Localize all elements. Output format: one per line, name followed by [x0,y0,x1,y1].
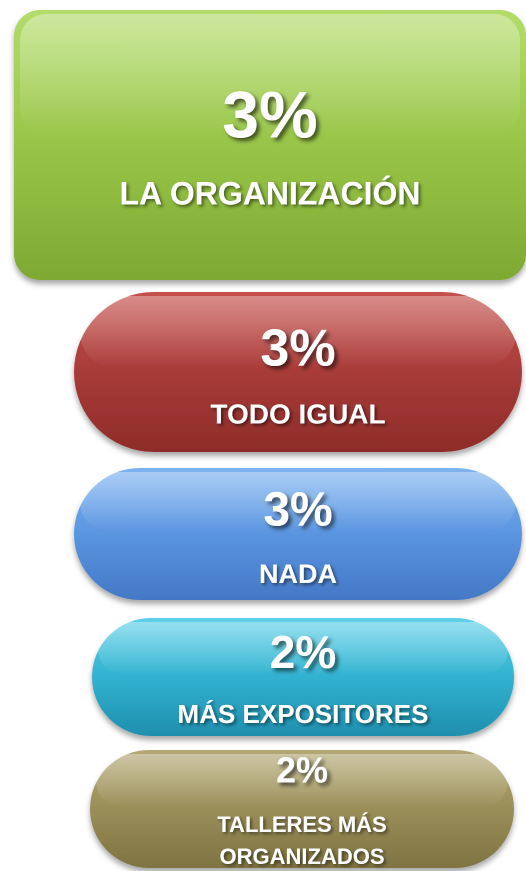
item-percent: 3% [222,77,317,151]
item-percent: 3% [263,484,332,537]
item-gloss [98,622,508,676]
item-percent: 3% [260,320,335,378]
item-label: TALLERES MÁS [217,812,386,837]
item-label: NADA [259,559,337,589]
item-gloss [96,754,508,808]
item-gloss [20,14,520,136]
item-label: LA ORGANIZACIÓN [119,175,420,211]
item-label: MÁS EXPOSITORES [178,699,429,729]
item-percent: 2% [276,750,328,791]
item-label: ORGANIZADOS [220,844,385,869]
item-label: TODO IGUAL [210,398,385,429]
item-percent: 2% [270,626,336,678]
item-gloss [80,472,516,532]
item-gloss [80,296,516,368]
